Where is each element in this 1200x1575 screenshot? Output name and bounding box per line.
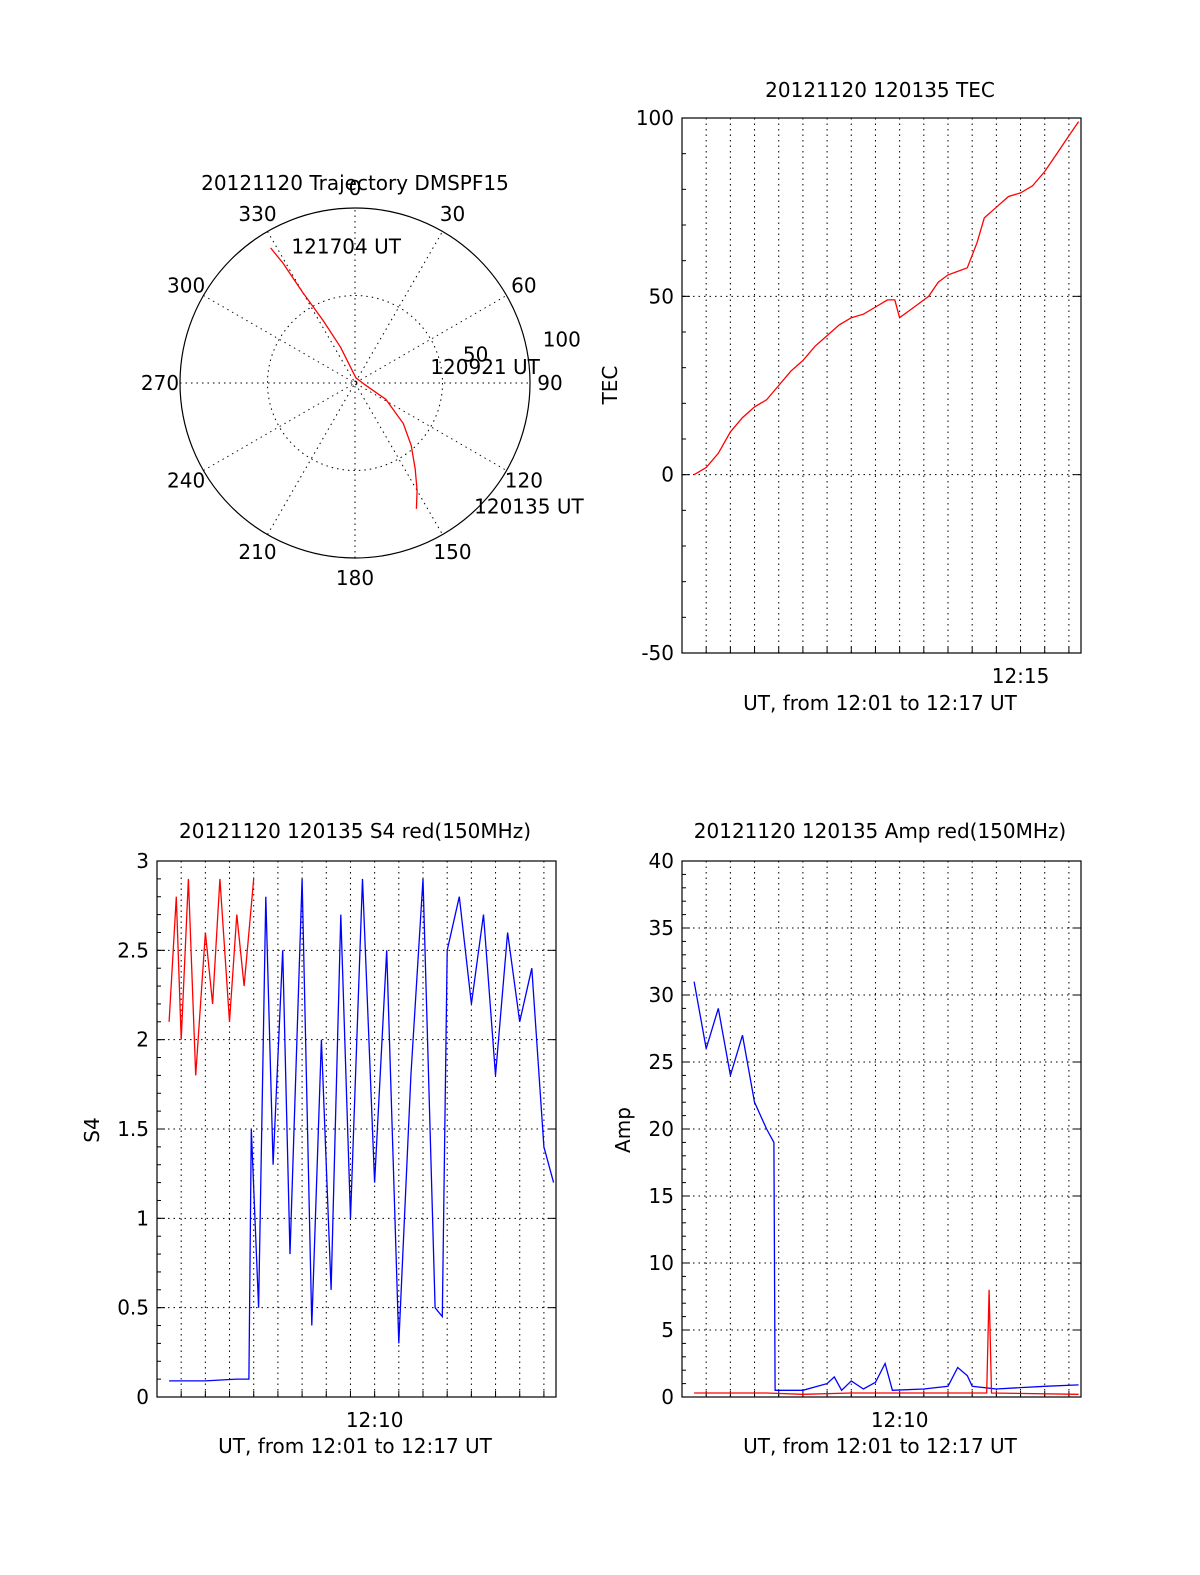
amp-series-line-0 — [693, 981, 1079, 1392]
amp-ytick-label: 15 — [649, 1184, 674, 1208]
amp-xtick-label: 12:10 — [871, 1408, 929, 1432]
s4-ytick-label: 0 — [136, 1385, 149, 1409]
s4-ytick-label: 2.5 — [117, 938, 149, 962]
polar-angle-label: 120 — [505, 469, 543, 493]
tec-xlabel: UT, from 12:01 to 12:17 UT — [743, 691, 1018, 715]
amp-series-line-1 — [694, 1289, 1079, 1395]
polar-angle-label: 240 — [167, 469, 205, 493]
polar-angle-label: 60 — [511, 274, 536, 298]
tec-ylabel: TEC — [598, 366, 622, 406]
s4-series-line-0 — [169, 878, 555, 1382]
s4-ytick-label: 1 — [136, 1206, 149, 1230]
polar-angle-label: 180 — [336, 566, 374, 590]
polar-annotation: 121704 UT — [291, 235, 401, 259]
polar-angle-label: 300 — [167, 274, 205, 298]
amp-ytick-label: 0 — [661, 1385, 674, 1409]
amp-ytick-label: 25 — [649, 1050, 674, 1074]
polar-angle-label: 330 — [238, 202, 276, 226]
polar-angle-label: 0 — [349, 176, 362, 200]
amp-ylabel: Amp — [611, 1107, 635, 1153]
tec-series-line-0 — [693, 121, 1080, 476]
amp-ytick-label: 5 — [661, 1318, 674, 1342]
amp-ytick-label: 10 — [649, 1251, 674, 1275]
polar-spoke — [267, 231, 443, 535]
tec-ytick-label: 100 — [636, 106, 674, 130]
amp-xlabel: UT, from 12:01 to 12:17 UT — [743, 1434, 1018, 1458]
polar-trajectory-panel: 20121120 Trajectory DMSPF15 0 30 60 90 120 15… — [141, 171, 585, 590]
polar-angle-label: 30 — [440, 202, 465, 226]
s4-xlabel: UT, from 12:01 to 12:17 UT — [218, 1434, 493, 1458]
amp-ytick-label: 20 — [649, 1117, 674, 1141]
tec-ytick-label: 50 — [649, 284, 674, 308]
polar-title: 20121120 Trajectory DMSPF15 — [201, 171, 509, 195]
s4-panel: 20121120 120135 S4 red(150MHz) 0 0.5 1 1.5 2… — [80, 819, 557, 1458]
polar-angle-label: 150 — [433, 540, 471, 564]
polar-angle-label: 210 — [238, 540, 276, 564]
polar-angle-label: 90 — [537, 371, 562, 395]
polar-spoke — [203, 295, 507, 471]
s4-ytick-label: 3 — [136, 849, 149, 873]
polar-radial-label: 100 — [543, 328, 581, 352]
amp-panel: 20121120 120135 Amp red(150MHz) 0 5 10 15 20… — [611, 819, 1082, 1458]
s4-title: 20121120 120135 S4 red(150MHz) — [179, 819, 531, 843]
amp-ytick-label: 40 — [649, 849, 674, 873]
tec-panel: 20121120 120135 TEC -50 0 50 100 12:15 UT, f… — [598, 78, 1082, 715]
polar-angle-label: 270 — [141, 371, 179, 395]
polar-radial-label: 50 — [463, 343, 488, 367]
tec-plot-frame — [681, 117, 1082, 654]
polar-annotation: 120921 UT — [430, 355, 540, 379]
polar-inner-circle — [267, 295, 443, 471]
s4-xtick-label: 12:10 — [346, 1408, 404, 1432]
polar-annotation: 120135 UT — [474, 494, 584, 518]
s4-ytick-label: 2 — [136, 1028, 149, 1052]
amp-title: 20121120 120135 Amp red(150MHz) — [694, 819, 1066, 843]
tec-xtick-label: 12:15 — [992, 664, 1050, 688]
polar-trajectory-line — [270, 247, 418, 509]
tec-ytick-label: -50 — [641, 641, 674, 665]
polar-spoke — [203, 295, 507, 471]
polar-spoke — [267, 231, 443, 535]
s4-ylabel: S4 — [80, 1117, 104, 1142]
amp-plot-frame — [681, 860, 1082, 1398]
tec-ytick-label: 0 — [661, 463, 674, 487]
amp-ytick-label: 35 — [649, 916, 674, 940]
s4-plot-frame — [156, 860, 557, 1398]
s4-ytick-label: 1.5 — [117, 1117, 149, 1141]
amp-ytick-label: 30 — [649, 983, 674, 1007]
s4-series-line-1 — [168, 878, 255, 1076]
s4-ytick-label: 0.5 — [117, 1296, 149, 1320]
tec-title: 20121120 120135 TEC — [765, 78, 995, 102]
